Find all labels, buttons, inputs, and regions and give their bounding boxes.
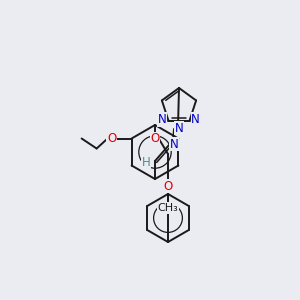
Text: N: N [158, 113, 167, 126]
Text: N: N [169, 137, 178, 151]
Text: N: N [175, 122, 183, 134]
Text: H: H [142, 157, 150, 169]
Text: CH₃: CH₃ [158, 203, 178, 213]
Text: O: O [107, 132, 116, 145]
Text: O: O [150, 133, 160, 146]
Text: N: N [191, 113, 200, 126]
Text: O: O [164, 179, 172, 193]
